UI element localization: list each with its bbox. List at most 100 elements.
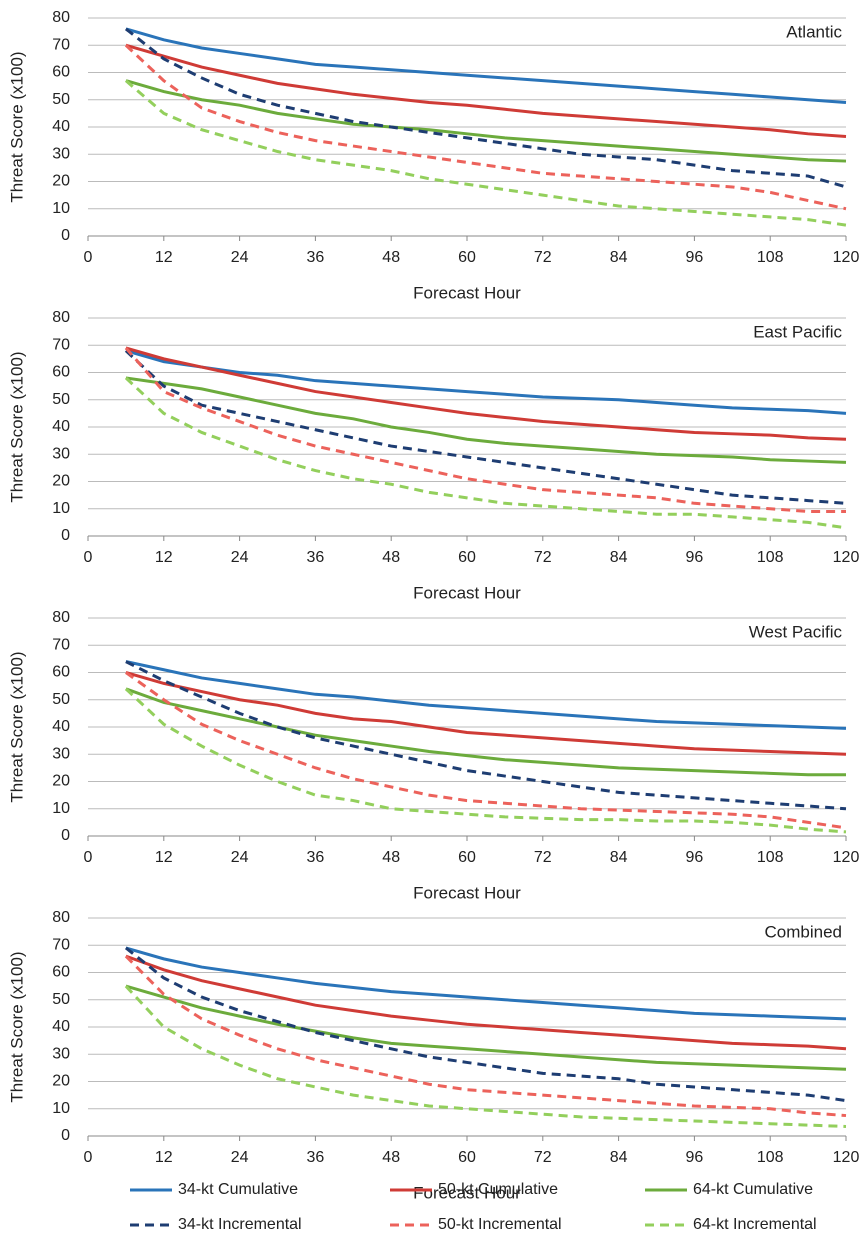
y-tick-label: 30 xyxy=(52,1045,70,1062)
x-axis-label: Forecast Hour xyxy=(413,583,521,602)
x-tick-label: 0 xyxy=(84,549,93,566)
x-tick-label: 0 xyxy=(84,249,93,266)
y-tick-label: 0 xyxy=(61,527,70,544)
x-tick-label: 96 xyxy=(686,249,704,266)
y-tick-label: 40 xyxy=(52,118,70,135)
x-tick-label: 108 xyxy=(757,849,784,866)
x-tick-label: 12 xyxy=(155,849,173,866)
x-tick-label: 60 xyxy=(458,849,476,866)
x-tick-label: 0 xyxy=(84,1149,93,1166)
y-axis-label: Threat Score (x100) xyxy=(7,351,26,502)
series-line xyxy=(124,955,847,1118)
y-tick-label: 30 xyxy=(52,145,70,162)
x-tick-label: 96 xyxy=(686,1149,704,1166)
y-tick-label: 30 xyxy=(52,445,70,462)
x-tick-label: 72 xyxy=(534,549,552,566)
y-tick-label: 60 xyxy=(52,964,70,981)
y-tick-label: 0 xyxy=(61,827,70,844)
y-tick-label: 70 xyxy=(52,636,70,653)
x-tick-label: 36 xyxy=(307,549,325,566)
x-tick-label: 60 xyxy=(458,249,476,266)
series-line xyxy=(125,660,847,811)
series-line xyxy=(125,79,847,163)
series-line xyxy=(125,946,847,1021)
x-tick-label: 36 xyxy=(307,249,325,266)
series-line xyxy=(125,671,847,756)
x-tick-label: 12 xyxy=(155,249,173,266)
x-axis-label: Forecast Hour xyxy=(413,883,521,902)
series-line xyxy=(125,984,847,1071)
y-tick-label: 50 xyxy=(52,691,70,708)
series-line xyxy=(125,346,847,441)
y-tick-label: 30 xyxy=(52,745,70,762)
series-line xyxy=(124,346,846,513)
series-line xyxy=(125,376,847,464)
y-tick-label: 70 xyxy=(52,336,70,353)
series-line xyxy=(125,954,847,1051)
panel-title: West Pacific xyxy=(749,622,843,641)
x-tick-label: 48 xyxy=(382,849,400,866)
y-axis-label: Threat Score (x100) xyxy=(7,51,26,202)
x-tick-label: 24 xyxy=(231,849,249,866)
y-tick-label: 20 xyxy=(52,473,70,490)
y-tick-label: 20 xyxy=(52,173,70,190)
y-tick-label: 70 xyxy=(52,36,70,53)
y-tick-label: 70 xyxy=(52,936,70,953)
y-tick-label: 50 xyxy=(52,991,70,1008)
y-tick-label: 80 xyxy=(52,309,70,326)
y-tick-label: 40 xyxy=(52,1018,70,1035)
series-line xyxy=(124,27,847,189)
y-tick-label: 10 xyxy=(52,500,70,517)
y-tick-label: 60 xyxy=(52,64,70,81)
series-line xyxy=(124,687,847,834)
y-tick-label: 40 xyxy=(52,718,70,735)
series-line xyxy=(124,946,847,1103)
x-tick-label: 48 xyxy=(382,249,400,266)
x-tick-label: 12 xyxy=(155,1149,173,1166)
x-tick-label: 36 xyxy=(307,1149,325,1166)
y-tick-label: 10 xyxy=(52,200,70,217)
series-line xyxy=(125,671,847,830)
x-tick-label: 72 xyxy=(534,249,552,266)
x-tick-label: 96 xyxy=(686,849,704,866)
x-tick-label: 36 xyxy=(307,849,325,866)
x-tick-label: 24 xyxy=(231,549,249,566)
legend-label: 50-kt Cumulative xyxy=(438,1181,558,1198)
y-tick-label: 20 xyxy=(52,773,70,790)
x-tick-label: 84 xyxy=(610,249,628,266)
x-tick-label: 12 xyxy=(155,549,173,566)
series-line xyxy=(124,349,847,505)
series-line xyxy=(125,27,847,104)
x-tick-label: 84 xyxy=(610,1149,628,1166)
x-tick-label: 24 xyxy=(231,249,249,266)
x-tick-label: 24 xyxy=(231,1149,249,1166)
series-line xyxy=(124,376,847,530)
series-line xyxy=(124,985,847,1128)
y-axis-label: Threat Score (x100) xyxy=(7,951,26,1102)
x-tick-label: 48 xyxy=(382,549,400,566)
x-tick-label: 60 xyxy=(458,1149,476,1166)
y-tick-label: 80 xyxy=(52,9,70,26)
x-tick-label: 84 xyxy=(610,849,628,866)
x-tick-label: 120 xyxy=(833,249,860,266)
x-tick-label: 60 xyxy=(458,549,476,566)
y-tick-label: 60 xyxy=(52,364,70,381)
x-axis-label: Forecast Hour xyxy=(413,283,521,302)
y-axis-label: Threat Score (x100) xyxy=(7,651,26,802)
series-line xyxy=(125,43,847,139)
y-tick-label: 50 xyxy=(52,91,70,108)
y-tick-label: 0 xyxy=(61,1127,70,1144)
y-tick-label: 50 xyxy=(52,391,70,408)
x-tick-label: 0 xyxy=(84,849,93,866)
series-line xyxy=(125,660,847,730)
y-tick-label: 60 xyxy=(52,664,70,681)
series-line xyxy=(124,44,847,211)
x-tick-label: 120 xyxy=(833,549,860,566)
panel-title: East Pacific xyxy=(753,322,842,341)
x-tick-label: 72 xyxy=(534,1149,552,1166)
series-line xyxy=(125,349,847,415)
x-tick-label: 96 xyxy=(686,549,704,566)
legend-label: 50-kt Incremental xyxy=(438,1216,562,1233)
legend-label: 64-kt Cumulative xyxy=(693,1181,813,1198)
